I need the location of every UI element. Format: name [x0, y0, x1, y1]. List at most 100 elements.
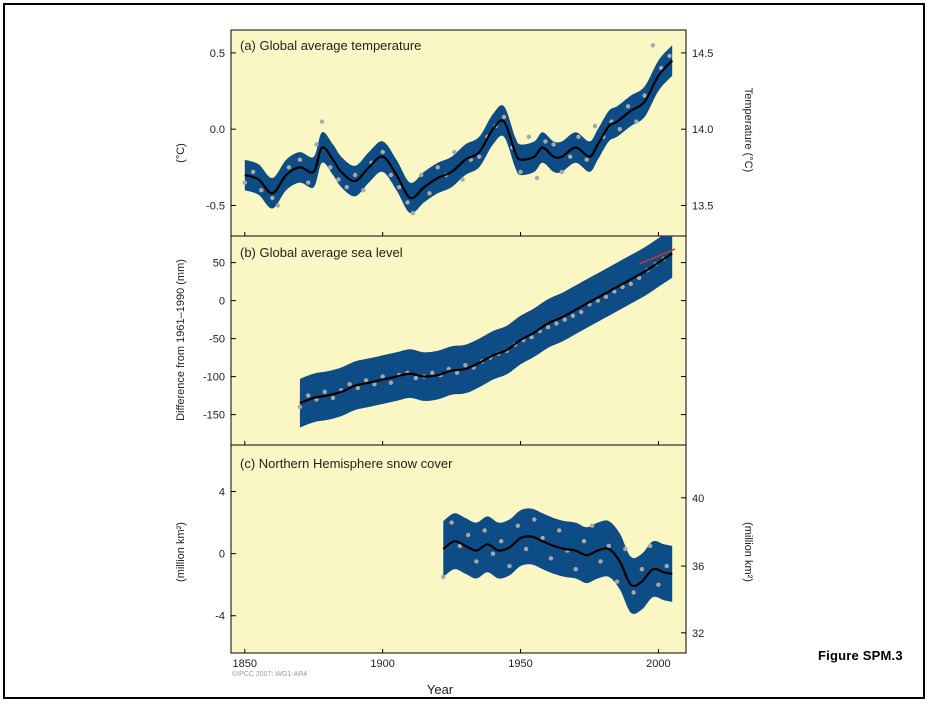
satellite-line — [638, 248, 676, 265]
data-point — [452, 149, 457, 155]
data-point — [430, 370, 435, 375]
data-point — [380, 149, 385, 155]
data-point — [557, 528, 562, 533]
data-point — [534, 175, 540, 181]
data-point — [648, 543, 653, 549]
data-point — [328, 165, 333, 170]
data-point — [242, 180, 247, 185]
data-point — [352, 172, 358, 178]
data-point — [540, 535, 545, 541]
x-tick-label: 1950 — [508, 658, 532, 670]
y2-tick-label: 13.5 — [692, 200, 713, 212]
smoothed-curve — [442, 535, 673, 588]
data-point — [501, 114, 507, 120]
data-point — [322, 389, 327, 394]
data-point — [532, 517, 537, 522]
data-point — [598, 559, 603, 564]
data-point — [449, 520, 454, 525]
y-tick-label: -100 — [203, 372, 225, 384]
data-point — [581, 539, 587, 544]
copyright-note: ©IPCC 2007: WG1-AR4 — [232, 670, 307, 678]
data-point — [297, 404, 303, 410]
data-point — [361, 188, 366, 193]
data-point — [584, 157, 589, 162]
data-point — [388, 172, 394, 178]
data-point — [518, 169, 523, 175]
data-point — [579, 309, 584, 315]
panel-c-y2label: (million km²) — [742, 522, 754, 582]
data-point — [306, 393, 311, 398]
data-point — [515, 523, 520, 528]
panel-b: 50 0 -50 -100 -150 (b) Global average sea le… — [175, 235, 687, 446]
data-point — [554, 321, 559, 326]
smoothed-curve — [299, 252, 673, 405]
data-point — [466, 532, 471, 538]
data-point — [562, 317, 567, 322]
data-point — [410, 210, 416, 216]
data-point — [363, 378, 369, 383]
data-point — [631, 590, 636, 595]
data-point — [314, 142, 319, 147]
y-tick-label: 50 — [213, 258, 225, 270]
y-tick-label: 0 — [219, 549, 225, 561]
x-axis-label: Year — [427, 682, 454, 697]
data-point — [617, 127, 622, 132]
data-point — [372, 382, 377, 387]
data-point — [656, 582, 661, 587]
data-point — [259, 188, 264, 193]
data-point — [347, 382, 352, 387]
y-tick-label: -4 — [215, 611, 225, 623]
data-point — [570, 313, 576, 318]
panel-c-ylabel: (million km²) — [175, 522, 187, 582]
data-point — [441, 574, 446, 580]
data-point — [482, 528, 487, 533]
data-point — [592, 123, 598, 129]
data-point — [548, 556, 554, 561]
data-point — [568, 154, 573, 159]
data-point — [603, 294, 609, 299]
data-point — [595, 298, 600, 303]
data-point — [355, 385, 360, 391]
y-tick-label: 4 — [219, 487, 225, 499]
data-point — [454, 370, 460, 375]
data-point — [319, 119, 325, 124]
data-point — [380, 374, 385, 379]
y2-tick-label: 14.0 — [692, 124, 713, 136]
data-point — [435, 165, 440, 170]
data-point — [636, 275, 642, 280]
panel-a-y2label: Temperature (°C) — [742, 88, 754, 172]
data-point — [639, 567, 645, 572]
data-point — [612, 289, 617, 294]
data-point — [270, 195, 275, 201]
data-point — [474, 559, 479, 564]
panel-b-title: (b) Global average sea level — [240, 245, 403, 260]
data-point — [286, 165, 292, 170]
data-point — [419, 172, 424, 178]
data-point — [551, 142, 556, 147]
data-point — [275, 203, 281, 208]
data-point — [573, 567, 578, 572]
data-point — [413, 375, 418, 381]
uncertainty-band — [443, 508, 673, 614]
x-tick-label: 2000 — [646, 658, 670, 670]
data-point — [543, 139, 548, 144]
data-point — [559, 169, 565, 175]
y2-tick-label: 32 — [692, 628, 704, 640]
data-point — [499, 539, 504, 544]
data-point — [490, 551, 496, 556]
data-point — [545, 325, 551, 330]
data-point — [614, 579, 620, 584]
y-tick-label: -0.5 — [206, 200, 225, 212]
data-point — [463, 363, 468, 368]
y-tick-label: 0 — [219, 296, 225, 308]
data-point — [526, 134, 531, 139]
data-point — [650, 43, 656, 48]
data-point — [523, 546, 529, 552]
figure-frame — [3, 3, 925, 699]
y2-tick-label: 36 — [692, 561, 704, 573]
panel-a-ylabel: (°C) — [175, 143, 187, 163]
data-point — [397, 185, 402, 190]
data-point — [306, 180, 311, 185]
data-point — [477, 154, 482, 159]
